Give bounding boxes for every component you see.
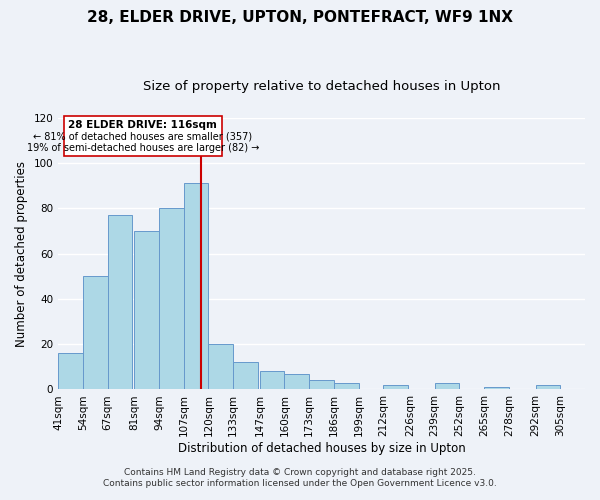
Bar <box>184 184 208 390</box>
Bar <box>383 385 408 390</box>
Text: 28 ELDER DRIVE: 116sqm: 28 ELDER DRIVE: 116sqm <box>68 120 217 130</box>
Bar <box>284 374 309 390</box>
Bar <box>484 387 509 390</box>
Bar <box>334 382 359 390</box>
Y-axis label: Number of detached properties: Number of detached properties <box>15 160 28 346</box>
Bar <box>134 231 159 390</box>
Bar <box>536 385 560 390</box>
Bar <box>435 382 460 390</box>
Bar <box>159 208 184 390</box>
Text: ← 81% of detached houses are smaller (357): ← 81% of detached houses are smaller (35… <box>33 132 253 141</box>
FancyBboxPatch shape <box>64 116 222 156</box>
Title: Size of property relative to detached houses in Upton: Size of property relative to detached ho… <box>143 80 500 93</box>
Bar <box>83 276 107 390</box>
Bar <box>58 353 83 390</box>
Text: 19% of semi-detached houses are larger (82) →: 19% of semi-detached houses are larger (… <box>26 142 259 152</box>
Text: 28, ELDER DRIVE, UPTON, PONTEFRACT, WF9 1NX: 28, ELDER DRIVE, UPTON, PONTEFRACT, WF9 … <box>87 10 513 25</box>
Bar <box>107 215 133 390</box>
X-axis label: Distribution of detached houses by size in Upton: Distribution of detached houses by size … <box>178 442 466 455</box>
Bar <box>309 380 334 390</box>
Bar <box>208 344 233 390</box>
Text: Contains HM Land Registry data © Crown copyright and database right 2025.
Contai: Contains HM Land Registry data © Crown c… <box>103 468 497 487</box>
Bar <box>260 372 284 390</box>
Bar <box>233 362 258 390</box>
